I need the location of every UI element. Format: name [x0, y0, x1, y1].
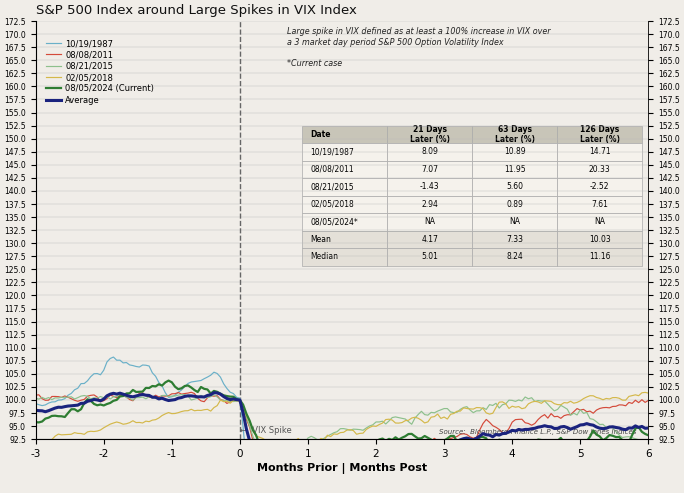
Text: ←  VIX Spike: ← VIX Spike [240, 426, 292, 435]
X-axis label: Months Prior | Months Post: Months Prior | Months Post [257, 463, 427, 474]
Text: Source:  Bloomberg Finance L.P., S&P Dow Jones Indices: Source: Bloomberg Finance L.P., S&P Dow … [438, 429, 636, 435]
Text: S&P 500 Index around Large Spikes in VIX Index: S&P 500 Index around Large Spikes in VIX… [36, 4, 356, 17]
Text: Large spike in VIX defined as at least a 100% increase in VIX over
a 3 market da: Large spike in VIX defined as at least a… [287, 28, 551, 68]
Legend: 10/19/1987, 08/08/2011, 08/21/2015, 02/05/2018, 08/05/2024 (Current), Average: 10/19/1987, 08/08/2011, 08/21/2015, 02/0… [43, 35, 157, 108]
